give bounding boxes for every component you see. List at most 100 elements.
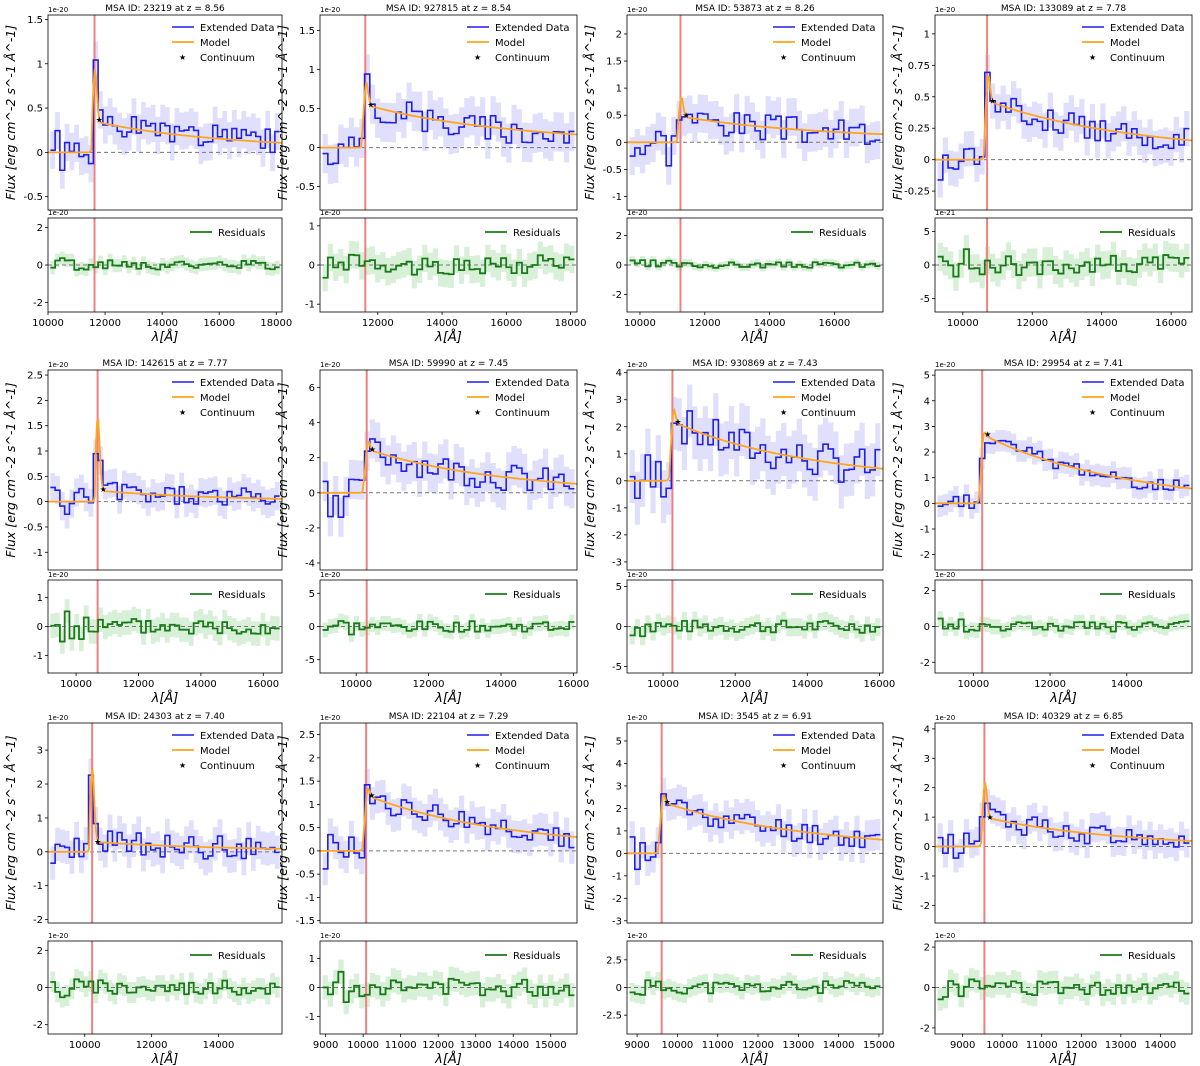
continuum-point: ★: [674, 417, 681, 426]
ytick-label: 2: [309, 753, 315, 764]
error-band: [50, 41, 280, 189]
xtick-label: 10000: [661, 1040, 693, 1051]
panel-12: ★ -2 -1 0 1 2 3 4 1e-20 MSA ID: 40329 at z = 6.85…: [890, 712, 1193, 1066]
legend-continuum-swatch: ★: [474, 761, 481, 770]
legend-continuum-swatch: ★: [780, 408, 787, 417]
model-series: [935, 74, 1193, 161]
ytick-label: 0: [37, 847, 43, 858]
y-axis-label: Flux [erg cm^-2 s^-1 Å^-1]: [3, 735, 18, 910]
legend-continuum-swatch: ★: [1089, 53, 1096, 62]
ytick-label: -2: [920, 901, 930, 912]
ytick-label: 0.75: [908, 61, 930, 72]
resid-ytick-label: 5: [309, 589, 315, 600]
xtick-label: 9000: [313, 1040, 338, 1051]
ytick-label: 0: [37, 497, 43, 508]
plot-frame: [47, 14, 283, 211]
ytick-label: 2: [37, 396, 43, 407]
ytick-label: -1: [920, 871, 930, 882]
panel-title: MSA ID: 927815 at z = 8.54: [386, 4, 512, 14]
resid-ytick-label: -2: [920, 658, 930, 669]
ytick-label: -1: [612, 192, 622, 203]
xtick-label: 12000: [413, 679, 445, 690]
ytick-label: 4: [616, 759, 622, 770]
legend-data-label: Extended Data: [200, 378, 275, 389]
legend-data-label: Extended Data: [495, 23, 570, 34]
ytick-label: 0.5: [299, 104, 315, 115]
legend-data-label: Extended Data: [1110, 378, 1185, 389]
resid-ytick-label: -1: [33, 651, 43, 662]
panel-7: ★ -3 -2 -1 0 1 2 3 4 1e-20 MSA ID: 930869 at z = 7…: [582, 359, 895, 706]
xtick-label: 10000: [624, 318, 656, 329]
ytick-label: -1: [612, 871, 622, 882]
panel-title: MSA ID: 29954 at z = 7.41: [1004, 359, 1124, 369]
ytick-label: 1.5: [27, 15, 43, 26]
resid-ytick-label: 0: [37, 983, 43, 994]
ytick-label: 0.5: [27, 104, 43, 115]
xtick-label: 10000: [340, 679, 372, 690]
model-series: [48, 768, 283, 853]
y-axis-label: Flux [erg cm^-2 s^-1 Å^-1]: [275, 735, 290, 910]
y-exponent: 1e-20: [48, 6, 68, 14]
legend-continuum-swatch: ★: [179, 408, 186, 417]
legend-resid-label: Residuals: [218, 590, 265, 601]
xtick-label: 14000: [203, 1040, 235, 1051]
xtick-label: 16000: [203, 318, 235, 329]
xtick-label: 13000: [1105, 1040, 1137, 1051]
ytick-label: -1: [612, 503, 622, 514]
ytick-label: 1.5: [299, 26, 315, 37]
xtick-label: 14000: [1144, 1040, 1176, 1051]
resid-ytick-label: 1: [37, 593, 43, 604]
ytick-label: -0.5: [602, 165, 622, 176]
legend-data-label: Extended Data: [801, 731, 876, 742]
panel-title: MSA ID: 133089 at z = 7.78: [1001, 4, 1127, 14]
y-exponent: 1e-20: [320, 714, 340, 722]
ytick-label: -2: [920, 550, 930, 561]
ytick-label: 0.5: [299, 823, 315, 834]
ytick-label: 0: [616, 476, 622, 487]
legend-model-label: Model: [801, 38, 831, 49]
resid-series: [50, 257, 280, 271]
panel-4: ★ -0.25 0 0.25 0.5 0.75 1 1e-20 MSA ID: 133089 a…: [890, 4, 1193, 345]
ytick-label: 0: [309, 143, 315, 154]
plot-frame: [47, 369, 283, 571]
legend-model-label: Model: [801, 393, 831, 404]
ytick-label: -0.5: [23, 522, 43, 533]
model-series: [627, 794, 884, 855]
ytick-label: -0.5: [23, 192, 43, 203]
xtick-label: 14000: [791, 679, 823, 690]
legend-continuum-label: Continuum: [495, 53, 550, 64]
xtick-label: 10000: [986, 1040, 1018, 1051]
resid-ytick-label: 2: [616, 231, 622, 242]
resid-y-exponent: 1e-20: [48, 571, 68, 579]
panel-1: ★ -0.5 0 0.5 1 1.5 1e-20 MSA ID: 23219 at z = 8…: [3, 4, 292, 345]
legend-resid-label: Residuals: [819, 951, 866, 962]
ytick-label: 3: [616, 395, 622, 406]
xtick-label: 16000: [818, 318, 850, 329]
resid-ytick-label: -1: [305, 300, 315, 311]
ytick-label: 1.5: [27, 421, 43, 432]
ytick-label: 2.5: [299, 730, 315, 741]
ytick-label: 1: [309, 65, 315, 76]
resid-series: [629, 259, 881, 269]
legend-continuum-label: Continuum: [801, 761, 856, 772]
legend-resid-label: Residuals: [513, 590, 560, 601]
xtick-label: 10000: [647, 679, 679, 690]
continuum-point: ★: [986, 813, 993, 822]
xtick-label: 12000: [719, 679, 751, 690]
ytick-label: 1: [616, 449, 622, 460]
ytick-label: 0.5: [606, 111, 622, 122]
continuum-point: ★: [100, 485, 107, 494]
y-axis-label: Flux [erg cm^-2 s^-1 Å^-1]: [890, 25, 905, 200]
resid-ytick-label: -2: [612, 290, 622, 301]
continuum-point: ★: [96, 116, 103, 125]
y-axis-label: Flux [erg cm^-2 s^-1 Å^-1]: [582, 382, 597, 557]
legend-continuum-label: Continuum: [801, 408, 856, 419]
xtick-label: 10000: [32, 318, 64, 329]
xtick-label: 14000: [1086, 318, 1118, 329]
ytick-label: 2: [924, 783, 930, 794]
continuum-point: ★: [367, 101, 374, 110]
legend-resid-label: Residuals: [513, 951, 560, 962]
ytick-label: 0.5: [27, 472, 43, 483]
resid-ytick-label: 0: [616, 983, 622, 994]
continuum-point: ★: [989, 97, 996, 106]
